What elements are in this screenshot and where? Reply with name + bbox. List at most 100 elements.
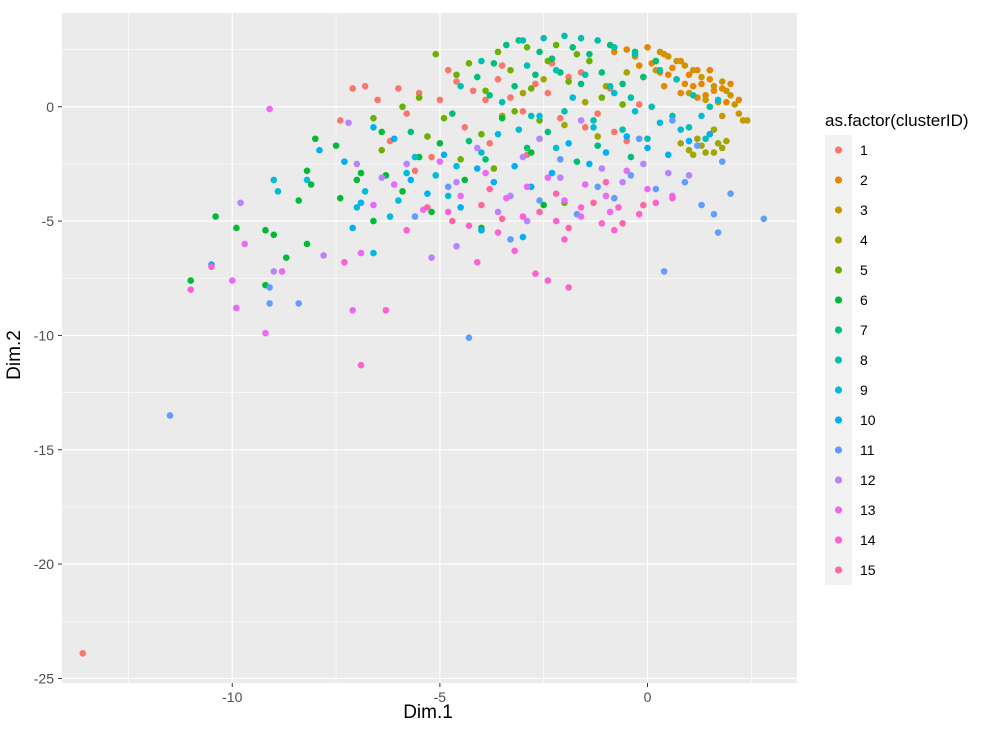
data-point: [557, 174, 564, 181]
data-point: [561, 108, 568, 115]
y-tick-label: -15: [34, 442, 54, 458]
x-tick-label: 0: [644, 689, 652, 705]
data-point: [407, 128, 415, 136]
data-point: [523, 217, 531, 225]
data-point: [718, 144, 726, 152]
data-point: [718, 112, 726, 120]
data-point: [552, 190, 560, 197]
data-point: [453, 242, 460, 250]
data-point: [723, 87, 730, 95]
data-point: [407, 176, 415, 184]
data-point: [486, 92, 494, 99]
data-point: [623, 46, 631, 53]
data-point: [536, 48, 543, 56]
data-point: [569, 44, 577, 51]
data-point: [648, 103, 655, 111]
data-point: [428, 254, 435, 261]
legend-label: 9: [860, 382, 868, 398]
data-point: [494, 130, 502, 138]
data-point: [640, 73, 647, 81]
minor-gridlines: [62, 13, 797, 683]
data-point: [390, 181, 398, 188]
data-point: [274, 188, 282, 195]
data-point: [378, 128, 386, 136]
y-axis-title: Dim.2: [4, 330, 25, 380]
data-point: [669, 112, 676, 120]
data-point: [473, 258, 481, 266]
data-point: [519, 233, 527, 241]
data-point: [656, 119, 664, 127]
data-point: [698, 201, 705, 209]
data-point: [444, 66, 452, 74]
y-tick-label: -25: [34, 670, 54, 686]
series-5: [370, 41, 626, 207]
data-point: [353, 176, 361, 184]
data-point: [619, 178, 626, 186]
data-point: [581, 124, 589, 131]
data-point: [760, 215, 768, 223]
data-point: [262, 226, 269, 234]
data-point: [594, 142, 601, 149]
data-point: [403, 169, 410, 177]
data-point: [511, 82, 518, 90]
data-point: [465, 137, 473, 145]
legend-key-point: [834, 386, 843, 394]
data-point: [349, 224, 356, 232]
data-point: [694, 135, 701, 143]
data-point: [681, 80, 689, 88]
data-point: [395, 85, 402, 92]
data-point: [233, 304, 240, 312]
data-point: [411, 167, 419, 175]
data-point: [486, 185, 494, 193]
data-point: [436, 140, 444, 147]
series-9: [270, 89, 722, 257]
legend-key-point: [834, 566, 843, 574]
data-point: [498, 215, 506, 223]
data-point: [685, 124, 693, 131]
data-point: [681, 178, 689, 186]
data-point: [735, 110, 743, 117]
data-point: [540, 201, 547, 209]
data-point: [478, 149, 485, 156]
data-point: [478, 130, 485, 138]
data-point: [399, 188, 406, 195]
data-point: [698, 80, 705, 88]
data-point: [631, 108, 639, 115]
data-point: [465, 222, 473, 229]
data-point: [685, 137, 693, 145]
data-point: [461, 124, 469, 131]
data-point: [361, 82, 369, 90]
data-point: [565, 78, 572, 85]
data-point: [619, 220, 626, 227]
data-point: [490, 60, 498, 67]
data-point: [519, 89, 527, 97]
data-point: [594, 37, 601, 44]
data-point: [706, 66, 714, 74]
data-point: [428, 208, 435, 216]
data-point: [590, 199, 597, 207]
data-point: [457, 192, 464, 200]
data-point: [312, 135, 319, 143]
data-point: [424, 133, 431, 140]
data-point: [482, 87, 489, 95]
data-point: [444, 183, 452, 191]
data-point: [685, 71, 693, 79]
data-point: [565, 73, 572, 81]
data-point: [569, 94, 577, 101]
data-point: [586, 50, 593, 58]
data-point: [378, 174, 386, 181]
data-point: [270, 268, 278, 275]
legend-key-point: [834, 236, 843, 244]
data-point: [590, 124, 597, 131]
series-14: [187, 194, 676, 369]
data-point: [677, 126, 685, 133]
y-tick-label: -20: [34, 556, 54, 572]
data-point: [507, 66, 514, 74]
data-point: [494, 229, 502, 236]
data-point: [432, 50, 440, 58]
data-point: [519, 37, 527, 44]
y-axis-ticks: 0 -5 -10 -15 -20 -25: [34, 99, 62, 686]
data-point: [270, 231, 278, 239]
data-point: [370, 201, 377, 209]
data-point: [353, 160, 361, 168]
